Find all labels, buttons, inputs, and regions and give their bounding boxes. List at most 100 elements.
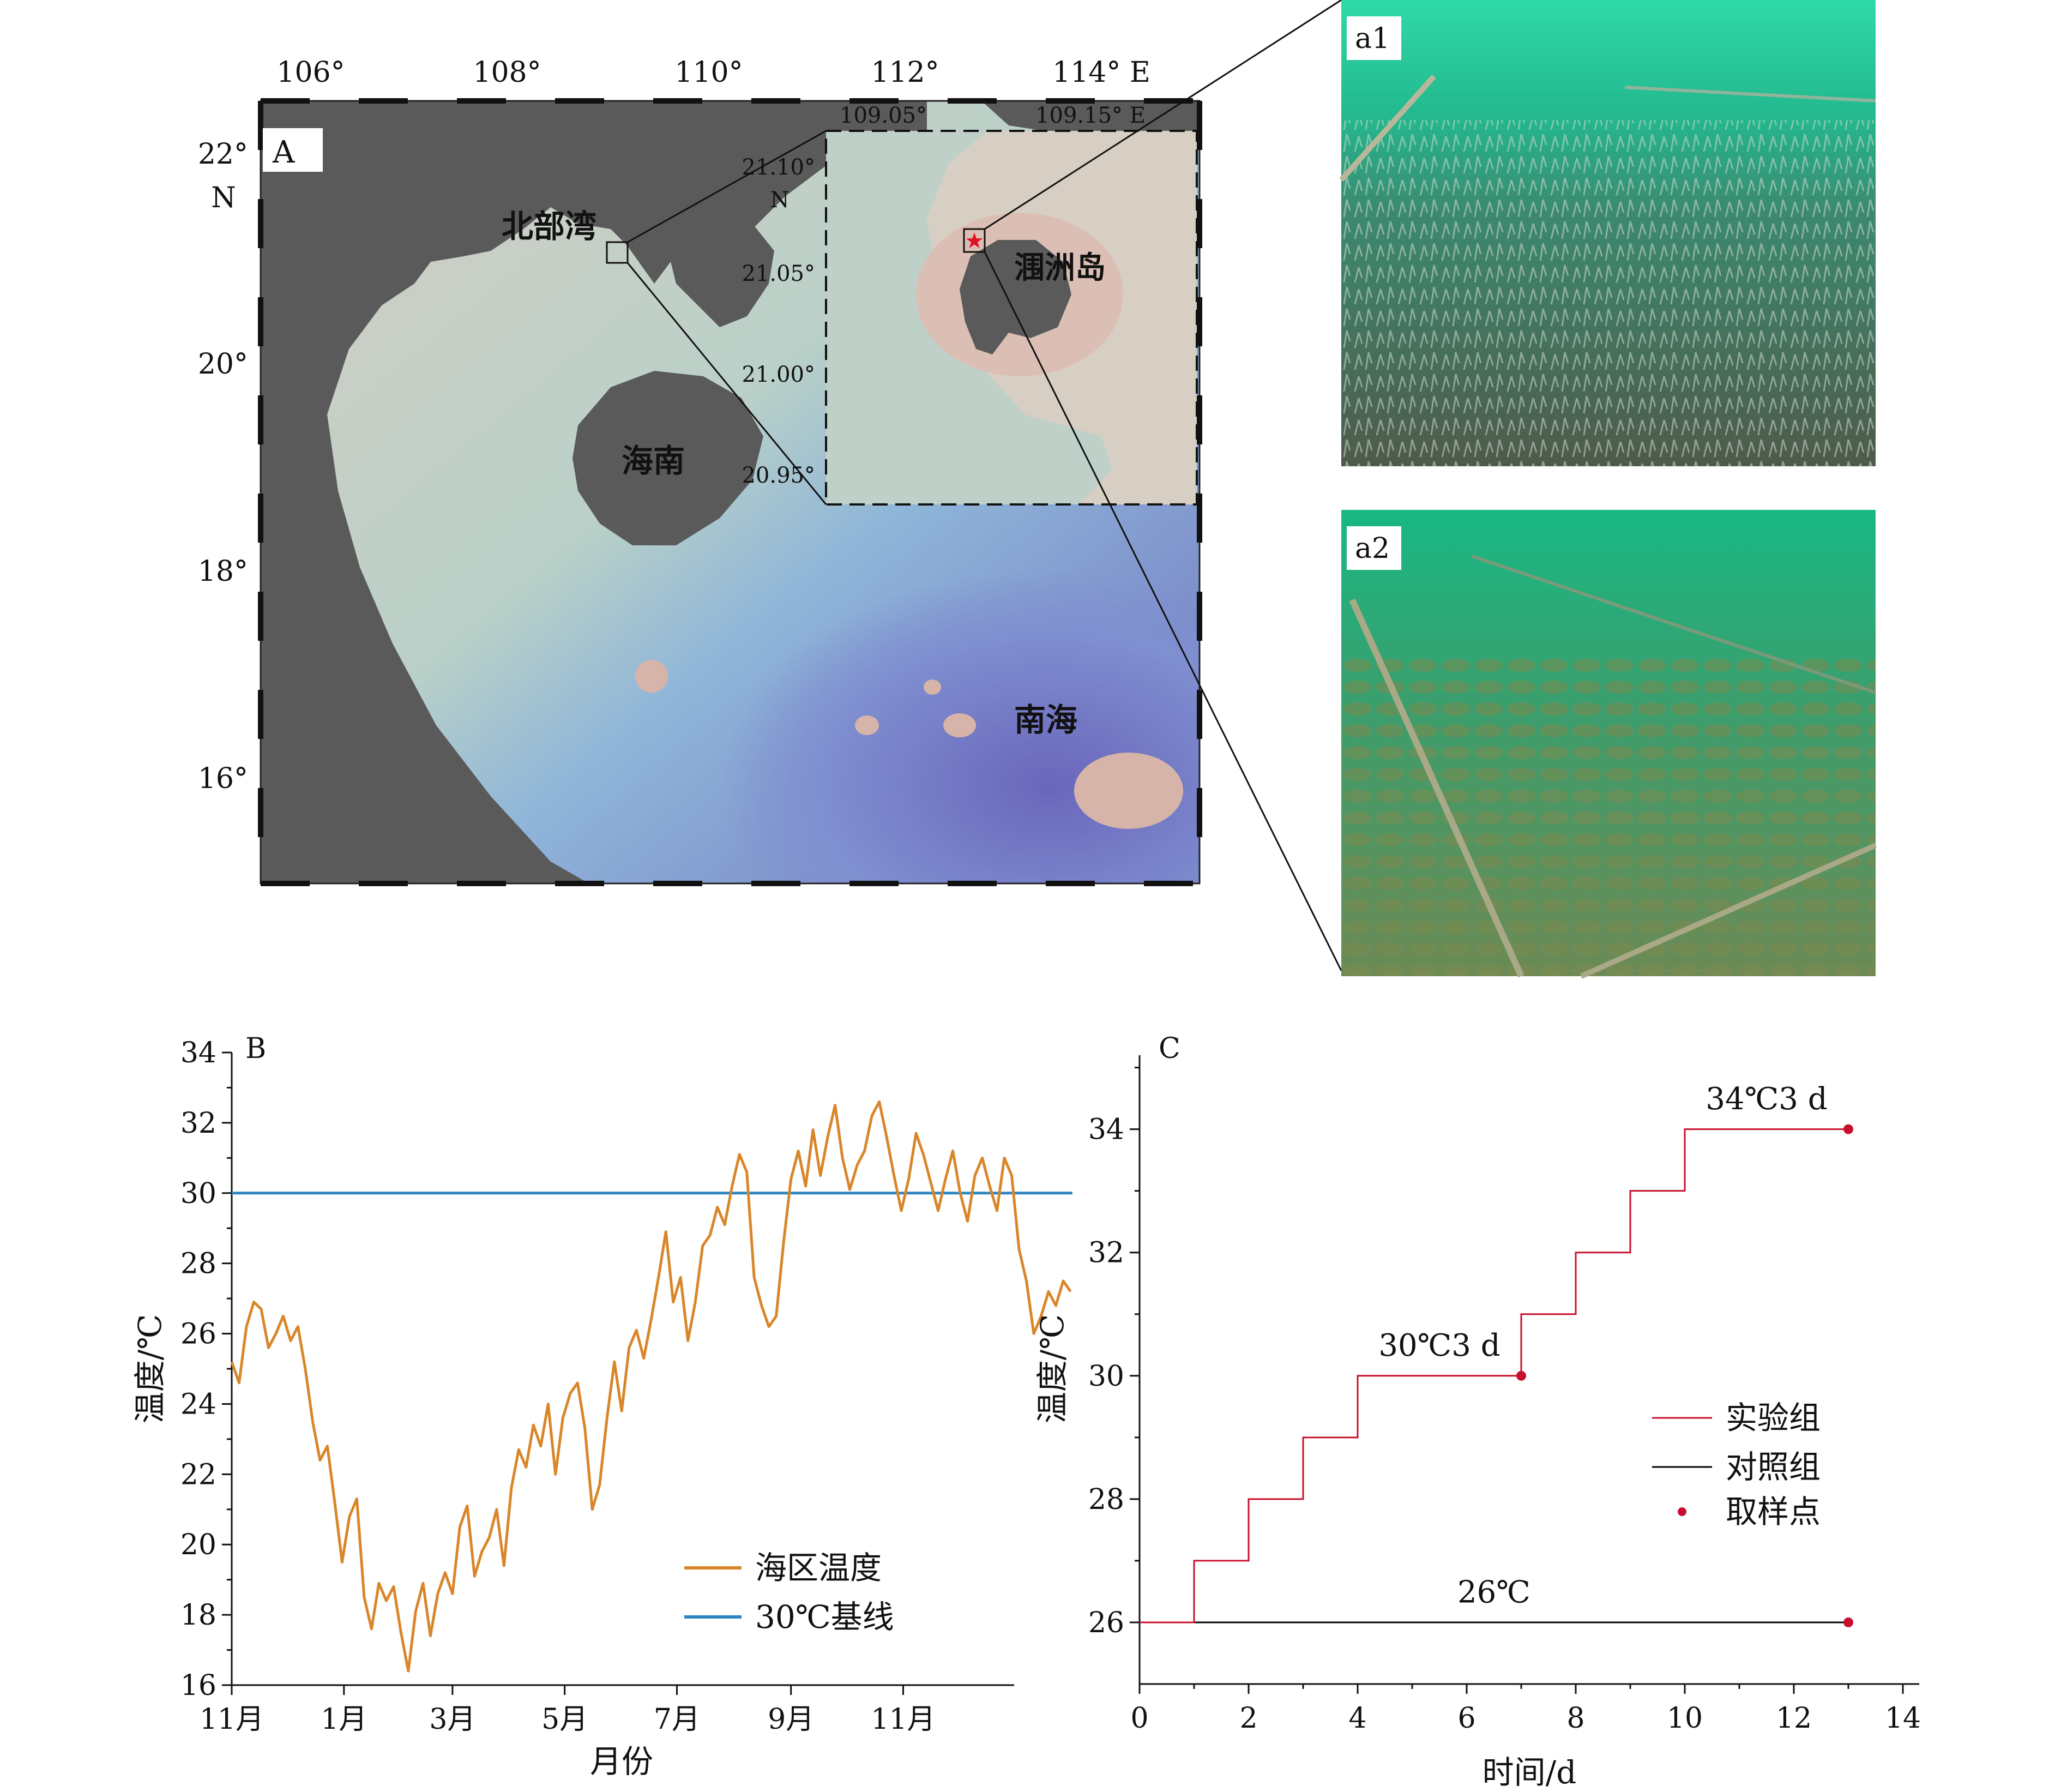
- b-ylabel: 温度/℃: [131, 1314, 168, 1423]
- panel-b-label: B: [245, 1032, 266, 1065]
- panel-c-label: C: [1159, 1032, 1180, 1065]
- c-xlabel: 时间/d: [1483, 1754, 1577, 1791]
- panel-a-label: A: [272, 135, 295, 170]
- photo-a1-coral: [1341, 120, 1876, 466]
- lon-tick: 106°: [276, 56, 345, 89]
- photo-a2-label: a2: [1355, 532, 1390, 565]
- island-shoal: [1074, 753, 1183, 829]
- sampling-point: [1843, 1124, 1853, 1134]
- b-xtick-label: 9月: [768, 1703, 814, 1736]
- series-experiment-group: [1140, 1128, 1848, 1623]
- land-hainan: [572, 371, 763, 545]
- photo-a1-rope: [1339, 74, 1436, 182]
- photo-a2-rope: [1472, 555, 1876, 694]
- photo-a2-coral: [1341, 654, 1876, 976]
- b-ytick-label: 32: [180, 1107, 216, 1140]
- c-xtick-label: 12: [1776, 1702, 1812, 1735]
- land-luzon-edge: [981, 101, 1200, 136]
- photo-a1-label: a1: [1355, 22, 1390, 55]
- c-xtick-label: 8: [1566, 1702, 1584, 1735]
- land-leizhou: [671, 224, 774, 327]
- c-ytick-label: 32: [1088, 1237, 1124, 1270]
- b-ytick-label: 28: [180, 1248, 216, 1280]
- map-border-dashes: [258, 101, 1202, 883]
- lon-tick: 108°: [473, 56, 541, 89]
- b-ytick-label: 26: [180, 1318, 216, 1351]
- inset-lat-tick: 20.95°: [742, 463, 815, 488]
- b-ytick-label: 22: [180, 1458, 216, 1491]
- connector-line: [627, 130, 827, 243]
- site-star-icon: ★: [965, 228, 984, 254]
- c-legend-entry: 取样点: [1726, 1493, 1821, 1530]
- island-shoal: [924, 679, 941, 695]
- inset-lat-tick: 21.00°: [742, 362, 815, 387]
- c-annotation: 34℃3 d: [1706, 1081, 1827, 1117]
- c-annotation: 26℃: [1457, 1574, 1530, 1610]
- b-ytick-label: 18: [180, 1599, 216, 1632]
- c-xtick-label: 14: [1885, 1702, 1921, 1735]
- photo-a1: a1: [1339, 0, 1876, 466]
- connector-line: [984, 0, 1342, 230]
- inset-map: ★ 涠洲岛 109.05° 109.15° E 21.10° N 21.05° …: [742, 103, 1198, 506]
- lat-tick: 22°: [198, 138, 248, 171]
- inset-lon-tick: 109.05°: [840, 103, 927, 128]
- c-ytick-label: 26: [1088, 1607, 1124, 1639]
- c-xtick-label: 2: [1239, 1702, 1257, 1735]
- c-xtick-label: 10: [1667, 1702, 1703, 1735]
- c-xtick-label: 6: [1457, 1702, 1475, 1735]
- b-xtick-label: 5月: [541, 1703, 588, 1736]
- b-ytick-label: 20: [180, 1529, 216, 1561]
- photo-a1-label-box: [1347, 16, 1401, 60]
- lon-tick: 112°: [871, 56, 939, 89]
- photo-a2-rope: [1349, 598, 1524, 978]
- lon-tick: 110°: [674, 56, 743, 89]
- b-xtick-label: 1月: [321, 1703, 367, 1736]
- lat-unit: N: [211, 182, 236, 214]
- lat-tick: 18°: [198, 555, 248, 588]
- inset-lon-tick: 109.15° E: [1035, 103, 1146, 128]
- b-xtick-label: 3月: [429, 1703, 475, 1736]
- b-xtick-label: 7月: [654, 1703, 700, 1736]
- connector-line: [984, 251, 1342, 971]
- photo-a2-rope: [1580, 843, 1877, 979]
- b-ytick-label: 16: [180, 1669, 216, 1702]
- island-shoal: [635, 660, 668, 693]
- panel-a-label-box: [263, 128, 323, 172]
- inset-lat-unit: N: [770, 188, 790, 213]
- land-mainland: [261, 101, 927, 883]
- island-shoal: [943, 713, 976, 737]
- b-legend-entry: 30℃基线: [755, 1598, 894, 1635]
- series-sea-temperature: [230, 1100, 1072, 1673]
- b-xlabel: 月份: [590, 1743, 653, 1780]
- place-beibuwan: 北部湾: [502, 208, 596, 245]
- panel-c-chart: C 26 28 30 32 34 0 2 4 6 8 10 12 14 34℃3 d 30℃3 d 26℃…: [1034, 1032, 1921, 1791]
- inset-lat-tick: 21.05°: [742, 261, 815, 286]
- site-box: [963, 228, 986, 253]
- c-annotation: 30℃3 d: [1378, 1328, 1500, 1363]
- sampling-point: [1516, 1370, 1526, 1381]
- map-border: [260, 100, 1201, 885]
- b-ytick-label: 24: [180, 1388, 216, 1421]
- place-hainan: 海南: [622, 442, 685, 479]
- lat-tick: 16°: [198, 762, 248, 795]
- c-legend-marker: [1678, 1507, 1686, 1516]
- b-ytick-label: 34: [180, 1037, 216, 1069]
- lat-tick: 20°: [198, 348, 248, 381]
- c-legend-entry: 对照组: [1726, 1448, 1821, 1486]
- place-nanhai: 南海: [1014, 701, 1077, 738]
- photo-a2: a2: [1341, 510, 1877, 979]
- c-ylabel: 温度/℃: [1034, 1314, 1071, 1423]
- b-xtick-label: 11月: [200, 1703, 264, 1736]
- b-legend-entry: 海区温度: [755, 1549, 882, 1586]
- inset-island-weizhou: [960, 240, 1071, 354]
- inset-border: [825, 130, 1198, 506]
- c-ytick-label: 34: [1088, 1114, 1124, 1146]
- c-ytick-label: 28: [1088, 1483, 1124, 1516]
- photo-a1-rope: [1624, 86, 1876, 103]
- inset-lat-tick: 21.10°: [742, 155, 815, 180]
- c-xtick-label: 4: [1348, 1702, 1366, 1735]
- b-ytick-label: 30: [180, 1177, 216, 1210]
- c-xtick-label: 0: [1130, 1702, 1148, 1735]
- c-legend-entry: 实验组: [1726, 1399, 1821, 1436]
